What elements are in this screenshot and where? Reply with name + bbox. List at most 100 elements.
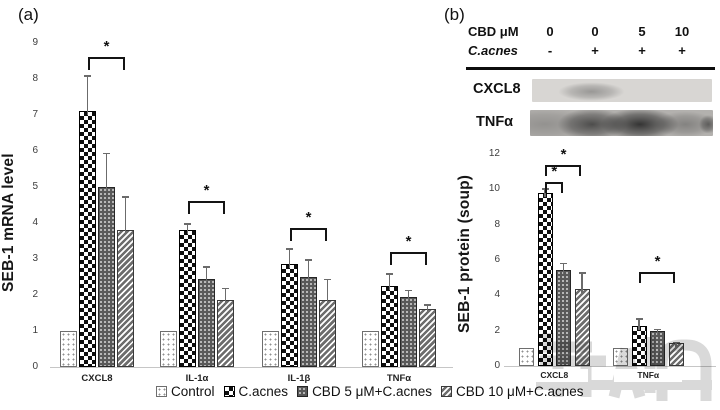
significance-star: * [654,253,661,271]
significance-bracket [187,201,225,215]
significance-star: * [551,163,558,181]
chart-legend: Control C.acnes CBD 5 μM+C.acnes CBD 10 μM+… [156,384,592,399]
y-axis-tick: 12 [488,147,500,159]
bar-c-acnes-il-1α [179,230,196,367]
error-bar [224,287,227,305]
y-axis-tick: 0 [32,361,38,372]
y-axis-tick: 8 [494,218,500,230]
newsis-watermark [536,333,712,401]
error-bar [326,278,329,305]
panel-b-label: (b) [444,5,465,24]
error-bar-cap [654,328,661,331]
blot-row-label-cxcl8: CXCL8 [473,81,521,97]
lane-value: + [678,43,686,58]
bar-control-il-1α [160,331,177,367]
lane-value: + [638,43,646,58]
y-axis-tick: 8 [32,73,38,84]
error-bar [124,196,127,235]
error-bar [388,273,391,290]
error-bar [581,272,583,294]
error-bar [205,266,208,283]
significance-star: * [560,145,567,163]
error-bar-cap [203,266,210,268]
y-axis-title: SEB-1 protein (soup) [456,174,473,334]
y-axis-tick: 4 [32,217,38,228]
significance-star: * [305,209,312,227]
y-axis-tick: 0 [494,360,500,371]
error-bar [307,259,310,281]
legend-swatch [156,386,167,397]
category-label-tnfα: TNFα [386,373,412,384]
category-label-il-1α: IL-1α [185,373,209,384]
bar-control-cxcl8 [60,331,77,367]
legend-label: Control [171,384,215,399]
significance-star: * [405,232,412,250]
error-bar-cap [386,273,393,275]
error-bar [407,289,410,301]
bar-cbd-5-μm-c-acnes-tnfα [400,296,417,367]
blot-band-strip-tnfα [530,110,713,136]
legend-item-cbd-5-μm-c-acnes: CBD 5 μM+C.acnes [297,384,432,399]
y-axis-tick: 9 [32,37,38,48]
legend-swatch [223,386,235,397]
blot-header-cbd-μm: CBD μM [468,24,519,39]
error-bar-cap [324,278,331,281]
bar-c-acnes-cxcl8 [79,111,96,367]
bar-control-tnfα [362,331,379,367]
category-label-cxcl8: CXCL8 [520,369,589,382]
lane-value: - [547,43,553,58]
divider-line [466,67,715,70]
error-bar [186,223,189,235]
error-bar [86,75,89,116]
error-bar-cap [84,75,91,77]
lane-value: 0 [546,24,554,39]
bar-c-acnes-tnfα [381,286,398,367]
error-bar-cap [222,287,229,290]
significance-bracket [545,182,563,194]
error-bar [426,304,429,314]
significance-bracket [389,251,427,265]
lane-value: 10 [674,24,690,39]
category-label-il-1β: IL-1β [287,373,311,384]
error-bar-cap [305,259,312,261]
panel-a-label: (a) [18,5,39,24]
x-axis-line [504,366,716,367]
significance-bracket [289,228,327,242]
error-bar-cap [286,248,293,250]
error-bar [656,328,659,335]
bar-control-il-1β [262,331,279,367]
significance-bracket [545,164,581,176]
error-bar-cap [578,272,586,274]
error-bar-cap [424,304,431,306]
y-axis-tick: 2 [494,324,500,336]
y-axis-tick: 5 [32,181,38,192]
significance-bracket [639,272,675,284]
y-axis-tick: 3 [32,253,38,264]
legend-swatch [297,386,309,397]
category-label-tnfα: TNFα [614,369,683,382]
legend-label: C.acnes [238,384,289,399]
legend-swatch [441,386,453,397]
significance-star: * [103,38,110,56]
y-axis-tick: 10 [488,183,500,195]
error-bar-cap [184,223,191,225]
bar-c-acnes-cxcl8 [537,192,553,366]
y-axis-tick: 7 [32,109,38,120]
lane-value: + [591,43,599,58]
y-axis-tick: 6 [32,145,38,156]
bar-c-acnes-tnfα [631,326,647,366]
error-bar [562,262,565,274]
blot-header-c-acnes: C.acnes [468,43,518,58]
y-axis-tick: 2 [32,289,38,300]
legend-item-c-acnes: C.acnes [223,384,289,399]
legend-label: CBD 5 μM+C.acnes [312,384,433,399]
blot-band-strip-cxcl8 [532,79,712,102]
legend-item-control: Control [156,384,215,399]
x-axis-line [50,367,453,368]
error-bar [288,248,291,269]
error-bar [638,318,640,331]
significance-bracket [87,57,125,71]
y-axis-tick: 1 [32,325,38,336]
y-axis-tick: 4 [494,289,500,301]
